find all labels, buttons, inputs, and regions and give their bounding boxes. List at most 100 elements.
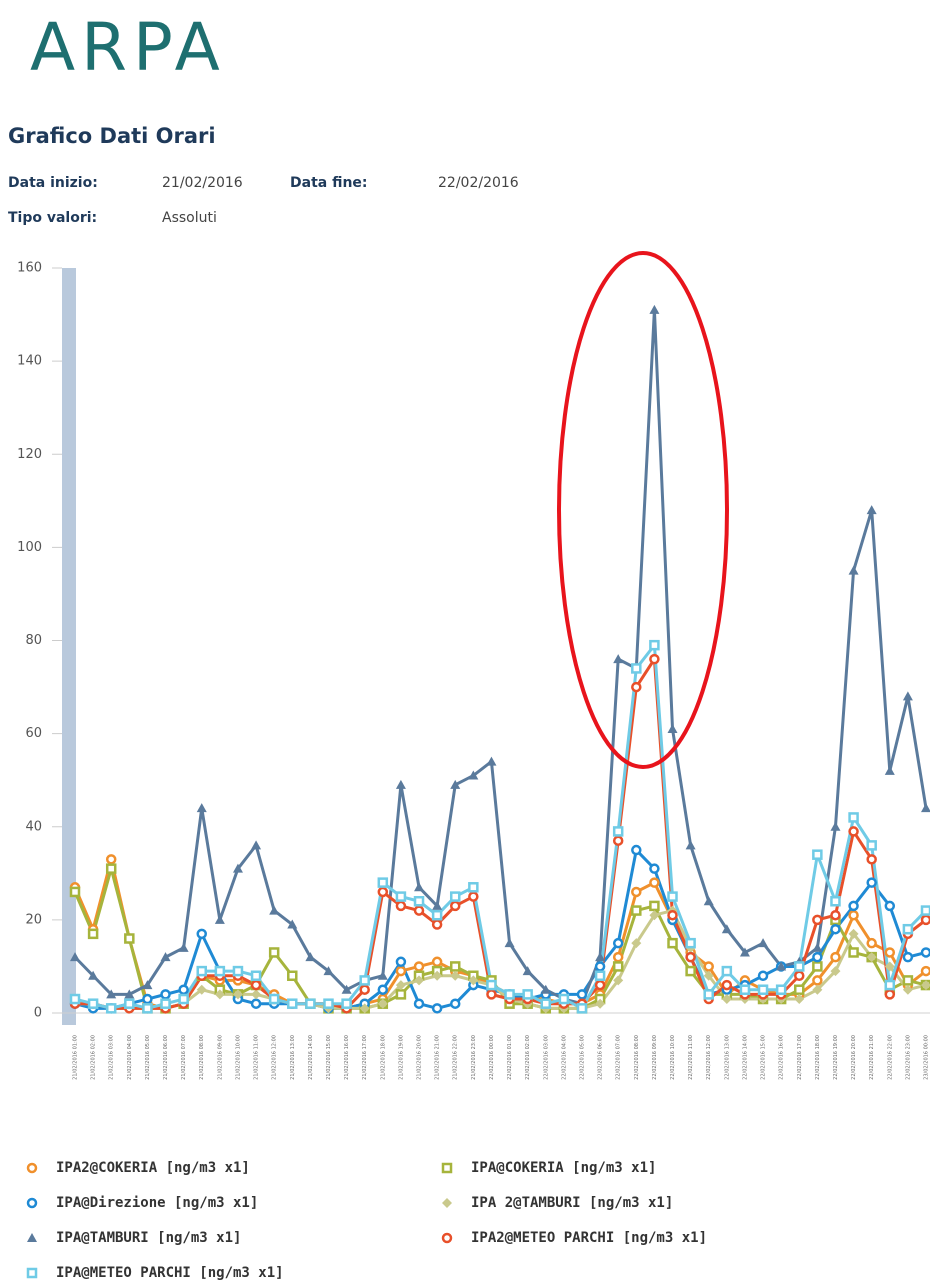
x-tick-label: 21/02/2016 02:00 (91, 1035, 97, 1080)
marker (250, 970, 262, 981)
marker (902, 951, 914, 963)
marker (884, 765, 895, 775)
marker (70, 952, 80, 962)
marker (613, 975, 624, 986)
marker (395, 980, 406, 991)
marker (395, 891, 407, 902)
marker (812, 914, 823, 926)
marker (649, 863, 660, 874)
marker (631, 844, 642, 856)
marker (196, 984, 207, 995)
marker (522, 966, 533, 976)
x-tick-label: 22/02/2016 06:00 (598, 1035, 604, 1080)
marker (178, 993, 189, 1005)
legend-symbol (26, 1197, 38, 1209)
marker (196, 928, 207, 940)
marker (395, 900, 407, 912)
marker (69, 993, 81, 1005)
y-tick-label: 100 (17, 540, 42, 555)
marker (341, 984, 352, 994)
x-tick-label: 21/02/2016 15:00 (326, 1035, 332, 1080)
marker (649, 910, 660, 921)
plot: 0 20 40 60 80 100 120 140 160 21/02/2016 01:00 21/… (17, 261, 930, 1080)
marker (775, 984, 787, 995)
marker (341, 998, 352, 1009)
x-tick-label: 21/02/2016 07:00 (181, 1035, 187, 1080)
marker (287, 919, 298, 929)
marker (142, 980, 153, 990)
marker (160, 989, 171, 1000)
x-tick-label: 21/02/2016 16:00 (344, 1035, 350, 1080)
marker (613, 654, 624, 664)
x-tick-label: 21/02/2016 19:00 (398, 1035, 404, 1080)
marker (848, 826, 859, 837)
type-label: Tipo valori: (8, 210, 97, 226)
marker (920, 914, 930, 926)
marker (812, 975, 823, 986)
x-tick-label: 22/02/2016 09:00 (652, 1035, 658, 1080)
marker (160, 998, 171, 1009)
legend-label: IPA@TAMBURI [ng/m3 x1] (56, 1230, 241, 1246)
marker (359, 975, 370, 986)
marker (685, 840, 696, 850)
marker (540, 998, 552, 1009)
legend-symbol (441, 1162, 453, 1174)
x-tick-label: 22/02/2016 15:00 (761, 1035, 767, 1080)
marker (522, 989, 533, 1000)
marker (884, 900, 896, 912)
marker (649, 900, 660, 912)
marker (649, 877, 660, 888)
x-tick-label: 21/02/2016 04:00 (127, 1035, 133, 1080)
marker (413, 896, 425, 907)
marker (106, 989, 117, 999)
marker (395, 965, 407, 977)
marker (812, 984, 823, 995)
marker (830, 896, 841, 907)
x-tick-label: 22/02/2016 00:00 (489, 1035, 495, 1080)
x-tick-label: 22/02/2016 11:00 (688, 1035, 694, 1080)
marker (450, 779, 461, 789)
marker (196, 803, 207, 813)
marker (504, 989, 515, 1000)
marker (88, 970, 99, 980)
legend-label: IPA2@COKERIA [ng/m3 x1] (56, 1160, 250, 1176)
marker (848, 565, 859, 575)
y-tick-label: 140 (17, 354, 42, 369)
start-value: 21/02/2016 (162, 175, 243, 191)
y-tick-label: 20 (25, 912, 42, 927)
marker (594, 979, 606, 991)
marker (214, 965, 226, 977)
marker (631, 886, 642, 898)
start-label: Data inizio: (8, 175, 98, 191)
legend-label: IPA@COKERIA [ng/m3 x1] (471, 1160, 656, 1176)
marker (758, 938, 769, 948)
marker (830, 821, 841, 831)
marker (812, 961, 823, 972)
y-tick-label: 80 (25, 633, 42, 648)
marker (269, 905, 280, 915)
marker (124, 998, 135, 1009)
marker (395, 989, 407, 1000)
x-tick-label: 22/02/2016 03:00 (543, 1035, 549, 1080)
legend-symbol (26, 1162, 38, 1174)
marker (196, 965, 207, 977)
x-tick-label: 22/02/2016 02:00 (525, 1035, 531, 1080)
marker (232, 989, 243, 1000)
y-tick-label: 0 (34, 1006, 42, 1021)
y-tick-label: 40 (25, 819, 42, 834)
marker (431, 909, 443, 921)
marker (558, 993, 570, 1005)
marker (251, 840, 262, 850)
x-tick-label: 22/02/2016 16:00 (779, 1035, 785, 1080)
marker (649, 304, 660, 314)
marker (920, 947, 930, 958)
marker (920, 965, 930, 977)
x-tick-label: 22/02/2016 07:00 (616, 1035, 622, 1080)
marker (449, 900, 461, 912)
marker (160, 952, 171, 962)
x-tick-label: 22/02/2016 17:00 (797, 1035, 803, 1080)
marker (794, 961, 805, 972)
marker (848, 928, 859, 939)
marker (667, 723, 678, 733)
marker (268, 947, 280, 958)
